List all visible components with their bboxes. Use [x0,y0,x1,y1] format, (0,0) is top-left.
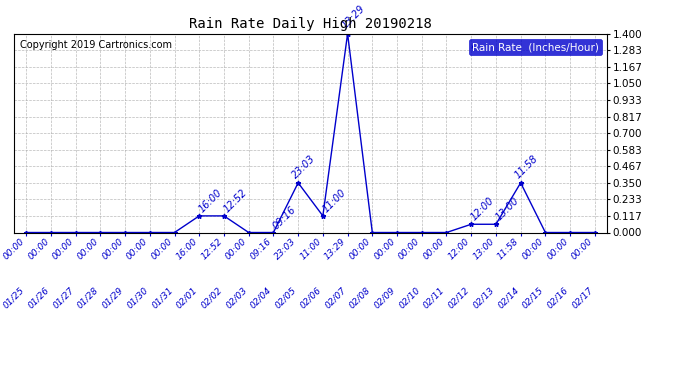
Text: 02/09: 02/09 [373,285,397,310]
Text: 02/06: 02/06 [298,285,323,310]
Text: 13:29: 13:29 [340,4,367,31]
Text: 01/27: 01/27 [51,285,76,310]
Text: 12:00: 12:00 [469,196,496,223]
Text: 02/03: 02/03 [224,285,248,310]
Text: 02/07: 02/07 [323,285,348,310]
Text: 02/12: 02/12 [446,285,471,310]
Text: 02/02: 02/02 [199,285,224,310]
Text: 02/11: 02/11 [422,285,446,310]
Text: 01/30: 01/30 [125,285,150,310]
Text: 02/15: 02/15 [521,285,545,310]
Text: 12:52: 12:52 [221,188,248,214]
Text: 01/25: 01/25 [1,285,26,310]
Legend: Rain Rate  (Inches/Hour): Rain Rate (Inches/Hour) [469,39,602,55]
Text: 02/05: 02/05 [273,285,298,310]
Text: 11:58: 11:58 [513,153,540,180]
Text: 23:03: 23:03 [290,153,318,180]
Text: 02/08: 02/08 [348,285,373,310]
Text: Copyright 2019 Cartronics.com: Copyright 2019 Cartronics.com [20,40,172,50]
Text: 13:00: 13:00 [493,196,520,223]
Text: 02/01: 02/01 [175,285,199,310]
Text: 02/14: 02/14 [496,285,521,310]
Text: 09:16: 09:16 [271,204,298,231]
Text: 01/31: 01/31 [150,285,175,310]
Text: 16:00: 16:00 [197,188,224,214]
Text: 02/17: 02/17 [570,285,595,310]
Text: 02/04: 02/04 [248,285,273,310]
Text: 02/13: 02/13 [471,285,496,310]
Title: Rain Rate Daily High 20190218: Rain Rate Daily High 20190218 [189,17,432,31]
Text: 02/10: 02/10 [397,285,422,310]
Text: 01/29: 01/29 [100,285,125,310]
Text: 02/16: 02/16 [545,285,570,310]
Text: 11:00: 11:00 [320,188,348,214]
Text: 01/28: 01/28 [76,285,100,310]
Text: 01/26: 01/26 [26,285,51,310]
